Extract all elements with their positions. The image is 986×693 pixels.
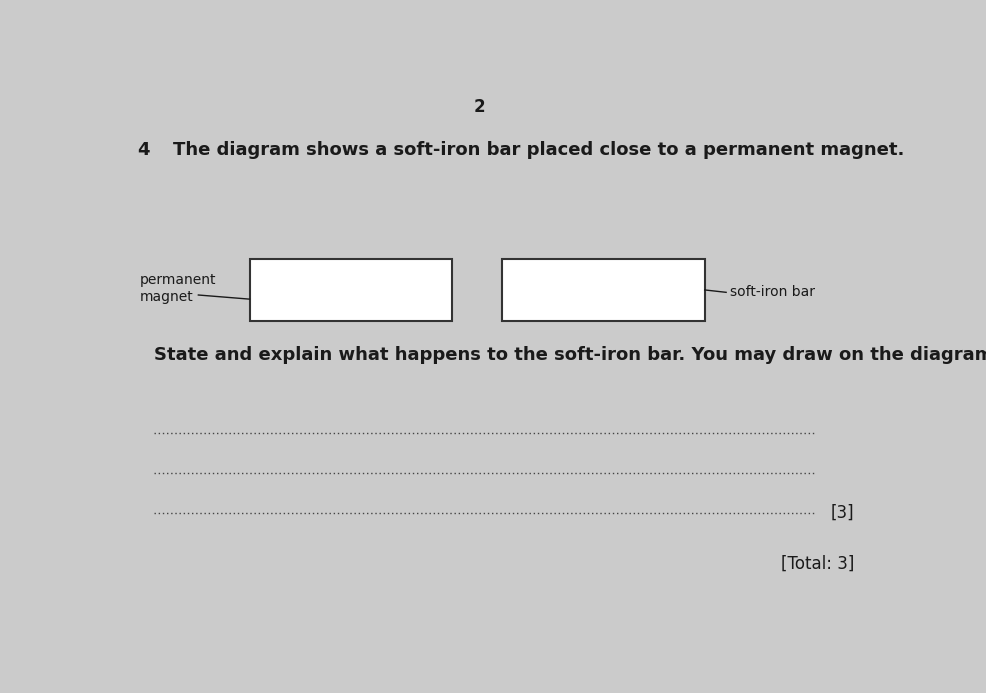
Text: [3]: [3] xyxy=(829,504,853,522)
Text: [Total: 3]: [Total: 3] xyxy=(780,554,853,572)
Text: State and explain what happens to the soft-iron bar. You may draw on the diagram: State and explain what happens to the so… xyxy=(154,346,986,365)
Text: soft-iron bar: soft-iron bar xyxy=(730,286,814,299)
Text: 4: 4 xyxy=(137,141,150,159)
Text: 2: 2 xyxy=(472,98,484,116)
Bar xyxy=(249,259,452,321)
Bar xyxy=(502,259,704,321)
Text: permanent
magnet: permanent magnet xyxy=(140,274,217,304)
Text: The diagram shows a soft-iron bar placed close to a permanent magnet.: The diagram shows a soft-iron bar placed… xyxy=(173,141,903,159)
